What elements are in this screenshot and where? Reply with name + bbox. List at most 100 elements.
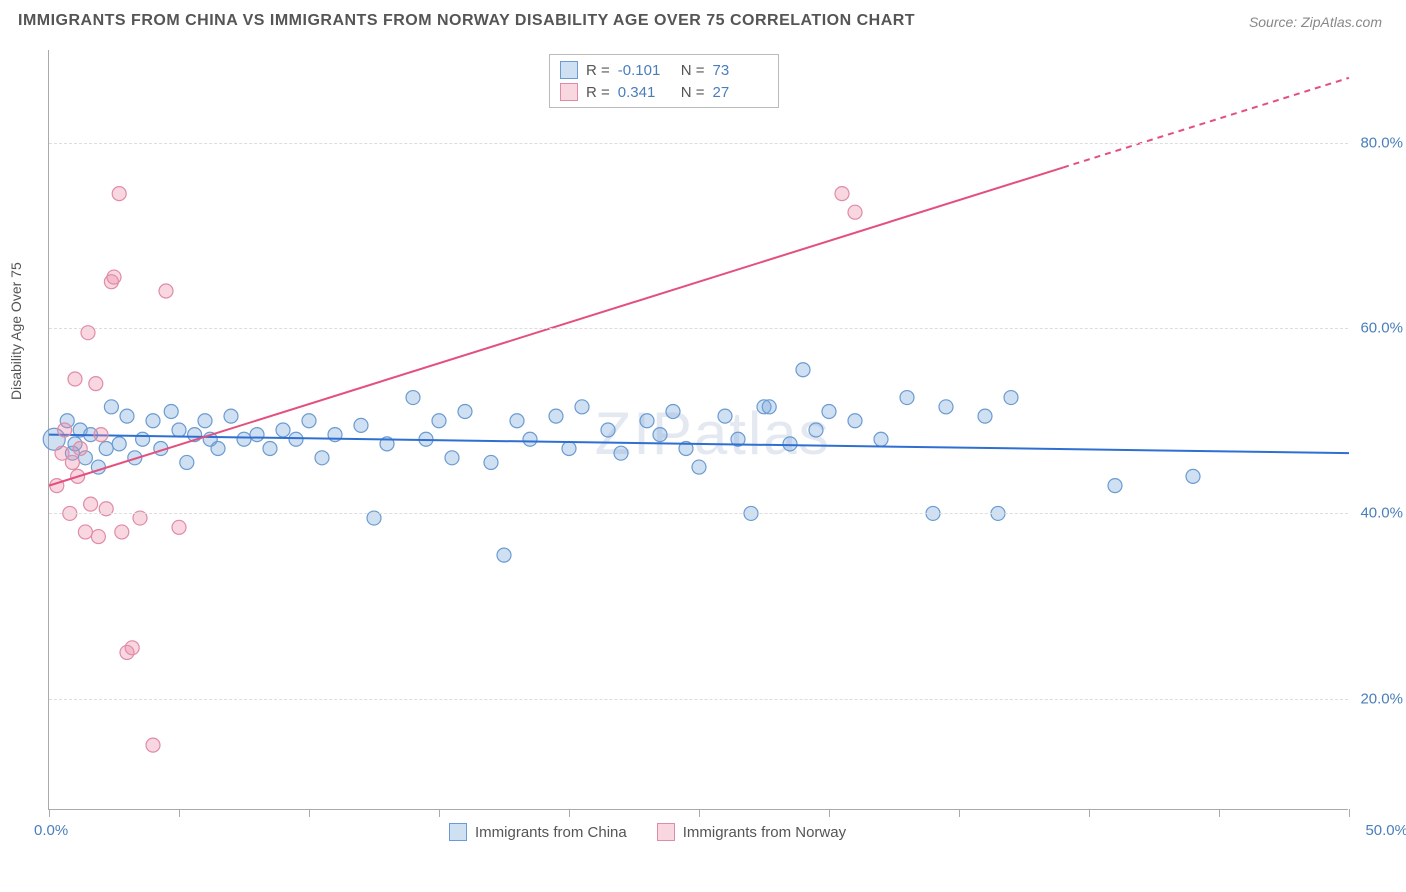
n-label: N = xyxy=(681,62,705,79)
chart-svg xyxy=(49,50,1348,809)
data-point xyxy=(78,525,92,539)
data-point xyxy=(211,442,225,456)
data-point xyxy=(1108,479,1122,493)
y-tick-label: 20.0% xyxy=(1353,690,1403,707)
x-tick-label-max: 50.0% xyxy=(1353,822,1406,839)
x-tick xyxy=(1219,809,1220,817)
data-point xyxy=(1186,469,1200,483)
data-point xyxy=(484,455,498,469)
data-point xyxy=(718,409,732,423)
legend-item-china: Immigrants from China xyxy=(449,823,627,841)
data-point xyxy=(848,414,862,428)
data-point xyxy=(115,525,129,539)
x-tick xyxy=(1089,809,1090,817)
x-tick-label-min: 0.0% xyxy=(34,822,68,839)
data-point xyxy=(783,437,797,451)
x-tick xyxy=(49,809,50,817)
data-point xyxy=(432,414,446,428)
x-tick xyxy=(959,809,960,817)
r-label: R = xyxy=(586,84,610,101)
legend-label-china: Immigrants from China xyxy=(475,824,627,841)
data-point xyxy=(120,409,134,423)
data-point xyxy=(172,520,186,534)
data-point xyxy=(1004,391,1018,405)
data-point xyxy=(112,187,126,201)
data-point xyxy=(848,205,862,219)
legend-item-norway: Immigrants from Norway xyxy=(657,823,846,841)
y-tick-label: 60.0% xyxy=(1353,320,1403,337)
data-point xyxy=(939,400,953,414)
swatch-norway xyxy=(560,83,578,101)
trend-line-dashed xyxy=(1063,78,1349,168)
x-tick xyxy=(569,809,570,817)
legend-stats-row-china: R = -0.101 N = 73 xyxy=(560,59,768,81)
x-tick xyxy=(179,809,180,817)
data-point xyxy=(73,442,87,456)
data-point xyxy=(458,404,472,418)
data-point xyxy=(263,442,277,456)
y-tick-label: 40.0% xyxy=(1353,505,1403,522)
swatch-china xyxy=(560,61,578,79)
y-tick-label: 80.0% xyxy=(1353,134,1403,151)
data-point xyxy=(159,284,173,298)
data-point xyxy=(237,432,251,446)
legend-series: Immigrants from China Immigrants from No… xyxy=(449,823,846,841)
data-point xyxy=(406,391,420,405)
x-tick xyxy=(439,809,440,817)
gridline xyxy=(49,143,1348,144)
data-point xyxy=(692,460,706,474)
source-label: Source: ZipAtlas.com xyxy=(1249,14,1382,30)
x-tick xyxy=(699,809,700,817)
trend-line xyxy=(49,168,1063,486)
x-tick xyxy=(829,809,830,817)
data-point xyxy=(575,400,589,414)
y-axis-label: Disability Age Over 75 xyxy=(8,262,24,400)
data-point xyxy=(835,187,849,201)
plot-area: ZIPatlas R = -0.101 N = 73 R = 0.341 N =… xyxy=(48,50,1348,810)
chart-title: IMMIGRANTS FROM CHINA VS IMMIGRANTS FROM… xyxy=(18,12,915,30)
data-point xyxy=(84,497,98,511)
legend-stats: R = -0.101 N = 73 R = 0.341 N = 27 xyxy=(549,54,779,108)
x-tick xyxy=(1349,809,1350,817)
data-point xyxy=(224,409,238,423)
swatch-china-icon xyxy=(449,823,467,841)
data-point xyxy=(68,372,82,386)
data-point xyxy=(510,414,524,428)
swatch-norway-icon xyxy=(657,823,675,841)
data-point xyxy=(104,400,118,414)
gridline xyxy=(49,513,1348,514)
data-point xyxy=(822,404,836,418)
data-point xyxy=(653,428,667,442)
data-point xyxy=(666,404,680,418)
data-point xyxy=(549,409,563,423)
x-tick xyxy=(309,809,310,817)
data-point xyxy=(146,738,160,752)
data-point xyxy=(276,423,290,437)
data-point xyxy=(640,414,654,428)
n-value-norway: 27 xyxy=(713,84,768,101)
data-point xyxy=(497,548,511,562)
data-point xyxy=(978,409,992,423)
data-point xyxy=(250,428,264,442)
legend-stats-row-norway: R = 0.341 N = 27 xyxy=(560,81,768,103)
gridline xyxy=(49,699,1348,700)
data-point xyxy=(874,432,888,446)
data-point xyxy=(302,414,316,428)
data-point xyxy=(198,414,212,428)
data-point xyxy=(164,404,178,418)
data-point xyxy=(91,530,105,544)
data-point xyxy=(89,377,103,391)
data-point xyxy=(601,423,615,437)
legend-label-norway: Immigrants from Norway xyxy=(683,824,846,841)
data-point xyxy=(94,428,108,442)
n-value-china: 73 xyxy=(713,62,768,79)
data-point xyxy=(354,418,368,432)
data-point xyxy=(136,432,150,446)
data-point xyxy=(523,432,537,446)
data-point xyxy=(445,451,459,465)
r-value-china: -0.101 xyxy=(618,62,673,79)
data-point xyxy=(107,270,121,284)
data-point xyxy=(146,414,160,428)
data-point xyxy=(796,363,810,377)
data-point xyxy=(614,446,628,460)
